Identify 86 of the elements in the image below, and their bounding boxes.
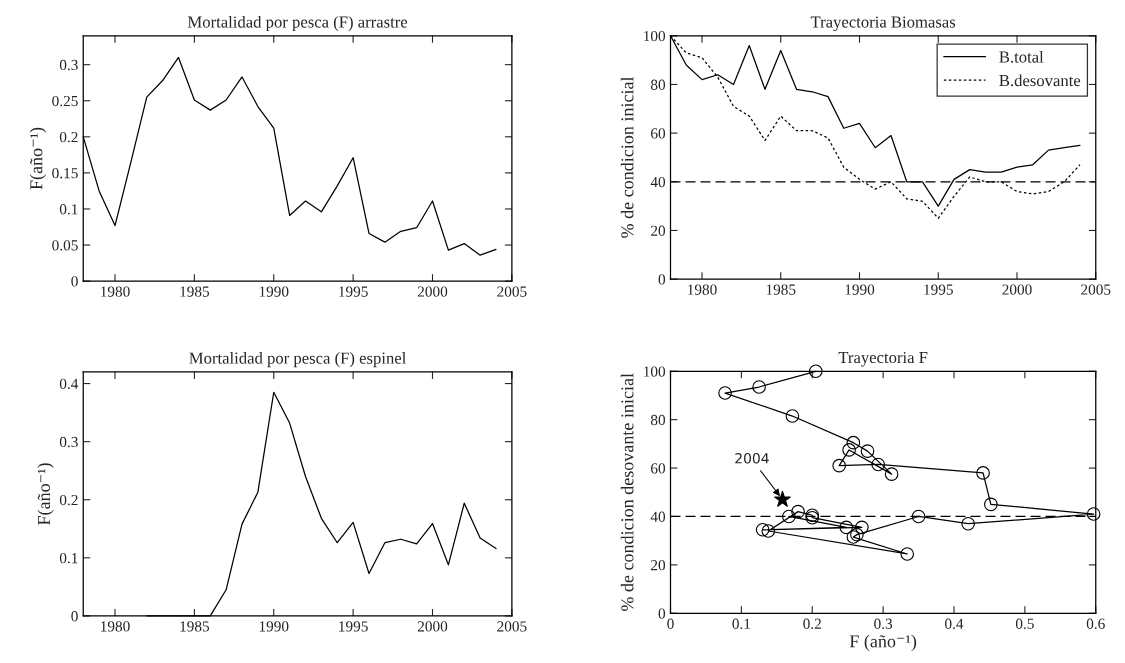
y-tick-label: 0 [71, 276, 78, 287]
chart-title: Trayectoria F [838, 351, 928, 367]
x-tick-label: 1980 [688, 284, 717, 295]
point [961, 516, 975, 531]
point [976, 466, 990, 480]
point [808, 364, 823, 379]
y-tick-label: 80 [650, 414, 666, 426]
x-tick-label: 0.6 [1086, 618, 1105, 629]
point [1086, 507, 1101, 521]
legend-label: B.total [999, 50, 1044, 63]
chart-title: Mortalidad por pesca (F) espinel [189, 352, 406, 368]
y-tick-label: 100 [644, 366, 666, 377]
y-tick-label: 40 [650, 511, 666, 522]
x-tick-label: 2000 [1002, 284, 1032, 295]
y-tick-label: 20 [651, 560, 666, 571]
y-tick-label: 0.4 [59, 378, 79, 390]
y-tick-label: 0 [71, 611, 78, 622]
point [839, 520, 854, 535]
y-tick-label: 0.3 [59, 436, 78, 448]
x-tick-label: 2000 [417, 621, 448, 632]
y-tick-label: 0.1 [59, 552, 78, 564]
x-tick-label: 1985 [766, 284, 796, 295]
y-tick-label: 0.2 [59, 131, 78, 143]
chart-title: Trayectoria Biomasas [810, 16, 956, 32]
point [884, 467, 899, 481]
x-tick-label: 2000 [417, 286, 448, 297]
point [984, 497, 998, 512]
point [855, 520, 869, 535]
y-axis-title: F(año⁻¹) [29, 127, 47, 190]
x-tick-label: 0.3 [874, 618, 893, 629]
x-tick-label: 0.1 [732, 618, 751, 629]
x-tick-label: 2005 [1081, 284, 1111, 295]
point [911, 509, 926, 524]
x-tick-label: 1985 [180, 621, 210, 632]
x-tick-label: 0.2 [803, 618, 821, 629]
y-axis-title: % de condicion desovante inicial [620, 373, 634, 611]
x-tick-label: 1985 [180, 286, 210, 297]
point [718, 386, 732, 400]
y-axis-title: F(año⁻¹) [37, 463, 54, 525]
point [782, 509, 796, 524]
point [842, 443, 856, 457]
y-tick-label: 0.25 [52, 95, 78, 107]
x-tick-label: 0.4 [945, 618, 964, 629]
x-tick-label: 0 [667, 618, 674, 629]
y-tick-label: 0 [658, 274, 666, 285]
point [752, 380, 766, 394]
point [785, 409, 800, 423]
point [755, 522, 770, 537]
y-tick-label: 0.05 [52, 240, 78, 251]
point [774, 490, 791, 507]
x-tick-label: 2005 [497, 286, 527, 297]
y-tick-label: 80 [650, 79, 666, 90]
point [871, 457, 885, 472]
point [832, 458, 846, 473]
x-tick-label: 1995 [924, 284, 953, 295]
point [900, 547, 915, 561]
y-tick-label: 0.2 [59, 494, 78, 506]
y-tick-label: 0 [658, 608, 666, 619]
x-axis-title: F (año⁻¹) [849, 634, 917, 652]
y-tick-label: 40 [650, 176, 666, 188]
point [761, 524, 776, 538]
x-tick-label: 1980 [101, 621, 130, 632]
x-tick-label: 1990 [845, 284, 875, 295]
x-tick-label: 0.5 [1015, 618, 1034, 629]
x-tick-label: 1995 [339, 621, 368, 632]
x-tick-label: 1980 [101, 286, 130, 297]
y-axis-title: % de condicion inicial [620, 76, 634, 238]
y-tick-label: 0.3 [59, 59, 78, 71]
point [850, 527, 864, 542]
legend-label: B.desovante [999, 74, 1081, 87]
y-tick-label: 100 [644, 30, 666, 42]
y-tick-label: 20 [651, 225, 666, 236]
point [791, 504, 805, 519]
y-tick-label: 60 [651, 128, 666, 139]
chart-title: Mortalidad por pesca (F) arrastre [187, 15, 408, 32]
y-tick-label: 0.15 [52, 168, 78, 179]
point [846, 435, 861, 450]
x-tick-label: 2005 [497, 621, 527, 632]
x-tick-label: 1990 [259, 621, 289, 632]
y-tick-label: 0.1 [59, 204, 78, 215]
y-tick-label: 60 [651, 463, 666, 474]
point [846, 530, 861, 544]
annotation: 2004 [735, 453, 769, 464]
point [860, 444, 875, 458]
x-tick-label: 1990 [259, 286, 289, 297]
x-tick-label: 1995 [339, 286, 368, 297]
